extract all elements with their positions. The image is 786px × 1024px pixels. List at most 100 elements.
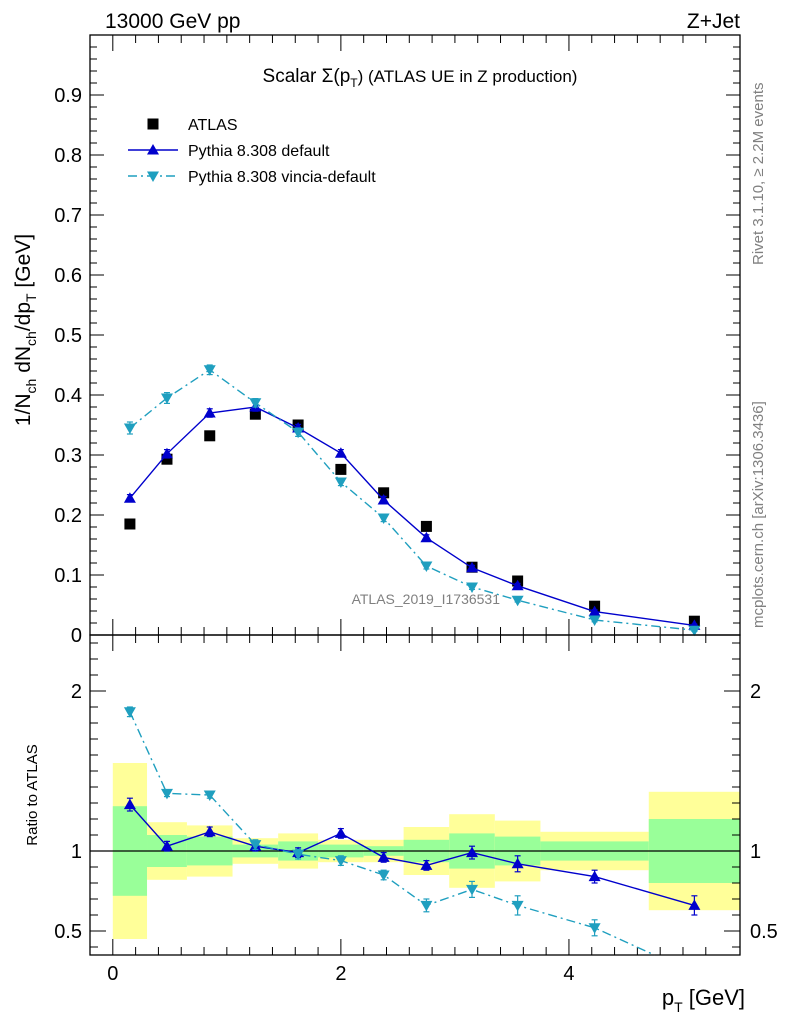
main-point xyxy=(420,520,432,532)
main-point xyxy=(292,427,305,439)
ratio-point xyxy=(203,825,216,837)
main-point xyxy=(466,582,479,593)
ratio-ytick-label-right: 0.5 xyxy=(750,921,778,943)
legend-label: ATLAS xyxy=(188,117,238,134)
ratio-point xyxy=(420,900,433,912)
ratio-point xyxy=(377,851,390,862)
main-point xyxy=(511,595,524,607)
ratio-ytick-label: 2 xyxy=(71,681,82,703)
main-series-2 xyxy=(123,364,701,637)
ratio-ytick-label-right: 1 xyxy=(750,841,761,863)
main-point xyxy=(160,447,173,459)
ratio-point xyxy=(420,859,433,870)
main-point xyxy=(588,615,601,626)
main-point xyxy=(377,513,390,524)
main-ytick-label: 0.9 xyxy=(54,85,82,107)
ratio-series-line xyxy=(129,804,695,907)
main-ytick-label: 0.4 xyxy=(54,385,82,407)
ratio-point xyxy=(688,899,701,910)
main-point xyxy=(123,423,136,434)
ratio-panel: 0 2 4 0.5 0.5 1 1 2 2 xyxy=(54,634,778,985)
main-point xyxy=(335,463,347,475)
main-series-line xyxy=(129,368,695,631)
main-point xyxy=(688,625,701,637)
ratio-ytick-label: 0.5 xyxy=(54,921,82,943)
ratio-point xyxy=(292,849,305,861)
xlabel: pT [GeV] xyxy=(662,985,745,1015)
main-panel: 0 0.1 0.2 0.3 0.4 0.5 0.6 0.7 0.8 0.9 xyxy=(54,34,741,647)
ratio-ytick-label: 1 xyxy=(71,841,82,863)
legend-entry-2: Pythia 8.308 vincia-default xyxy=(128,169,376,186)
ratio-point xyxy=(123,798,136,810)
main-ytick-label: 0.6 xyxy=(54,265,82,287)
main-point xyxy=(334,447,347,458)
energy-label: 13000 GeV pp xyxy=(105,10,240,33)
legend-entry-1: Pythia 8.308 default xyxy=(128,143,330,160)
main-point xyxy=(249,408,261,420)
ratio-point xyxy=(466,884,479,896)
ratio-series-line xyxy=(129,711,655,956)
main-point xyxy=(378,487,390,499)
main-ytick-label: 0.8 xyxy=(54,145,82,167)
main-point xyxy=(588,605,601,617)
legend-entry-0: ATLAS xyxy=(147,117,238,134)
ratio-series-0 xyxy=(123,797,701,916)
xtick-label: 0 xyxy=(107,963,118,985)
main-title-prefix: Scalar Σ(p xyxy=(263,66,351,87)
main-point xyxy=(249,398,262,409)
ratio-point xyxy=(203,790,216,801)
ratio-point xyxy=(123,707,136,718)
rivet-label: Rivet 3.1.10, ≥ 2.2M events xyxy=(750,83,767,266)
ratio-point xyxy=(160,840,173,851)
main-ytick-label: 0.1 xyxy=(54,565,82,587)
main-point xyxy=(203,407,216,418)
main-point xyxy=(466,561,479,573)
main-point xyxy=(124,518,136,530)
ratio-ylabel: Ratio to ATLAS xyxy=(24,744,41,845)
main-ytick-label: 0.2 xyxy=(54,505,82,527)
main-ytick-label: 0.7 xyxy=(54,205,82,227)
legend-label: Pythia 8.308 default xyxy=(188,143,330,160)
ratio-point xyxy=(466,846,479,858)
ratio-ytick-label-right: 2 xyxy=(750,681,761,703)
main-point xyxy=(377,494,390,505)
analysis-watermark: ATLAS_2019_I1736531 xyxy=(352,591,501,607)
main-ytick-label: 0.5 xyxy=(54,325,82,347)
ratio-point xyxy=(334,856,347,867)
main-point xyxy=(123,492,136,503)
ratio-point xyxy=(588,870,601,882)
ratio-point xyxy=(511,900,524,912)
process-label: Z+Jet xyxy=(687,10,740,33)
main-point xyxy=(511,579,524,591)
legend: ATLAS Pythia 8.308 default Pythia 8.308 vi… xyxy=(128,117,376,186)
main-title: Scalar Σ(pT) (ATLAS UE in Z production) xyxy=(263,66,578,90)
ratio-frame xyxy=(89,634,741,956)
main-point xyxy=(420,531,433,543)
ratio-series-1 xyxy=(123,706,655,956)
legend-marker xyxy=(147,171,159,182)
main-ytick-label: 0 xyxy=(71,625,82,647)
main-ytick-label: 0.3 xyxy=(54,445,82,467)
ratio-point xyxy=(249,840,262,851)
main-ylabel: 1/Nch dNch/dpT [GeV] xyxy=(12,234,39,426)
ratio-point xyxy=(334,827,347,838)
mcplots-label: mcplots.cern.ch [arXiv:1306.3436] xyxy=(750,401,767,628)
main-point xyxy=(204,430,216,442)
ratio-point xyxy=(160,788,173,800)
main-point xyxy=(334,477,347,488)
legend-marker xyxy=(147,118,159,130)
ratio-point xyxy=(377,870,390,881)
ratio-point xyxy=(511,857,524,869)
main-series-line xyxy=(129,406,695,627)
main-title-sub: T xyxy=(350,76,358,90)
main-point xyxy=(203,365,216,376)
ratio-point xyxy=(588,923,601,934)
main-point xyxy=(161,453,173,465)
xtick-label: 4 xyxy=(563,963,574,985)
legend-marker xyxy=(147,144,159,155)
main-title-suffix: ) (ATLAS UE in Z production) xyxy=(358,67,578,86)
main-point xyxy=(160,393,173,404)
xtick-label: 2 xyxy=(335,963,346,985)
